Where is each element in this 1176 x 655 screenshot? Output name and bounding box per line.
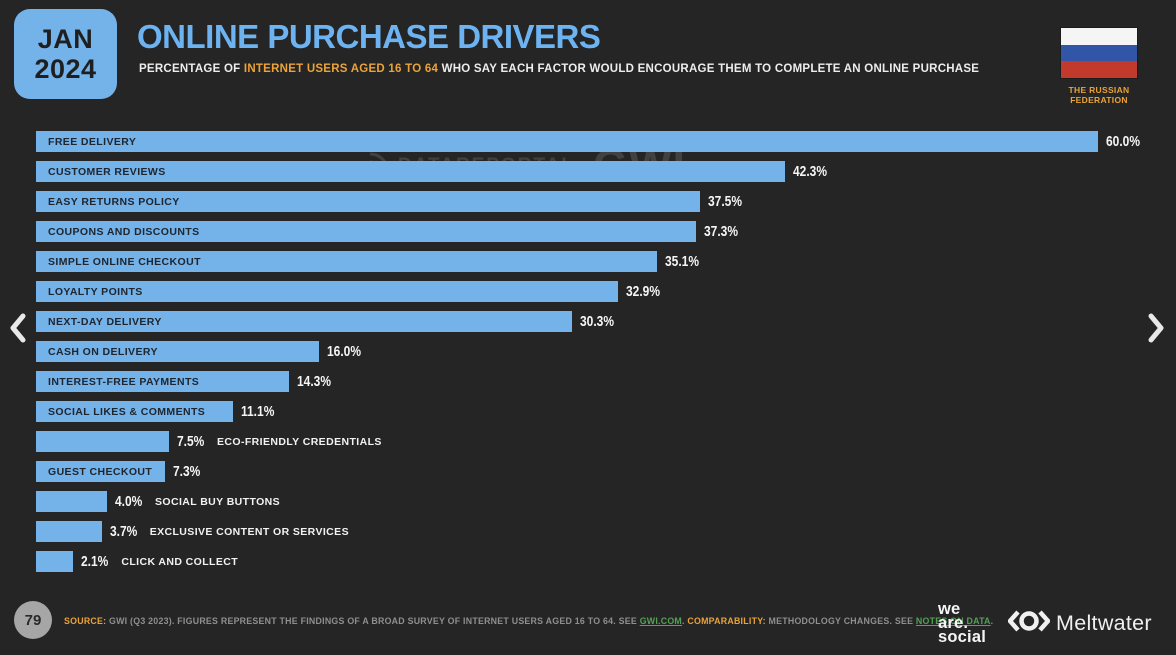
bar-row: LOYALTY POINTS 32.9% [36, 281, 1166, 302]
page-subtitle: PERCENTAGE OF INTERNET USERS AGED 16 TO … [139, 63, 1017, 75]
bar-row: 2.1% CLICK AND COLLECT [36, 551, 1166, 572]
bar-value-label: 11.1% [240, 403, 274, 420]
bar-value-label: 7.3% [173, 463, 201, 480]
subtitle-highlight: INTERNET USERS AGED 16 TO 64 [243, 63, 439, 75]
bar-cash-on-delivery[interactable]: CASH ON DELIVERY [36, 341, 320, 362]
bar-row: 7.5% ECO-FRIENDLY CREDENTIALS [36, 431, 1166, 452]
bar-value-label: 30.3% [580, 313, 615, 330]
bar-row: INTEREST-FREE PAYMENTS 14.3% [36, 371, 1166, 392]
country-label-line2: FEDERATION [1070, 95, 1128, 105]
bar-row: COUPONS AND DISCOUNTS 37.3% [36, 221, 1166, 242]
bar-social-likes-comments[interactable]: SOCIAL LIKES & COMMENTS [36, 401, 233, 422]
bar-row: 4.0% SOCIAL BUY BUTTONS [36, 491, 1166, 512]
flag-stripe-white [1061, 28, 1137, 45]
date-year: 2024 [34, 54, 97, 84]
subtitle-suffix: WHO SAY EACH FACTOR WOULD ENCOURAGE THEM… [438, 63, 980, 75]
bar-customer-reviews[interactable]: CUSTOMER REVIEWS [36, 161, 785, 182]
bar-category-label: SOCIAL LIKES & COMMENTS [48, 405, 206, 418]
source-label: SOURCE: [64, 616, 107, 626]
source-note: SOURCE: GWI (Q3 2023). FIGURES REPRESENT… [64, 615, 993, 627]
bar-category-label: SOCIAL BUY BUTTONS [155, 495, 281, 508]
country-label: THE RUSSIAN FEDERATION [1061, 85, 1137, 105]
bar-category-label: INTEREST-FREE PAYMENTS [48, 375, 200, 388]
bar-category-label: GUEST CHECKOUT [48, 465, 153, 478]
page-number: 79 [24, 611, 42, 629]
bar-row: GUEST CHECKOUT 7.3% [36, 461, 1166, 482]
bar-category-label: LOYALTY POINTS [48, 285, 143, 298]
bar-easy-returns-policy[interactable]: EASY RETURNS POLICY [36, 191, 700, 212]
page-number-badge: 79 [14, 601, 52, 639]
meltwater-logo: Meltwater [1007, 606, 1152, 640]
we-are-social-line3: social [938, 628, 986, 646]
bar-value-label: 32.9% [626, 283, 661, 300]
bar-category-label: CLICK AND COLLECT [121, 555, 239, 568]
title-block: ONLINE PURCHASE DRIVERS PERCENTAGE OF IN… [137, 18, 1017, 75]
bar-category-label: NEXT-DAY DELIVERY [48, 315, 162, 328]
next-slide-arrow-icon[interactable] [1146, 312, 1168, 344]
gwi-com-link[interactable]: GWI.COM [639, 616, 683, 626]
bar-free-delivery[interactable]: FREE DELIVERY [36, 131, 1098, 152]
bar-category-label: EASY RETURNS POLICY [48, 195, 180, 208]
bar-loyalty-points[interactable]: LOYALTY POINTS [36, 281, 619, 302]
bar-value-label: 14.3% [297, 373, 332, 390]
bar-row: CASH ON DELIVERY 16.0% [36, 341, 1166, 362]
source-text-4: . [990, 616, 994, 626]
bar-value-label: 37.5% [707, 193, 742, 210]
bar-row: 3.7% EXCLUSIVE CONTENT OR SERVICES [36, 521, 1166, 542]
russia-flag-image [1061, 28, 1137, 79]
bar-category-label: COUPONS AND DISCOUNTS [48, 225, 200, 238]
we-are-social-line1: we [938, 600, 961, 618]
flag-stripe-blue [1061, 44, 1137, 62]
subtitle-prefix: PERCENTAGE OF [139, 63, 244, 75]
bar-guest-checkout[interactable]: GUEST CHECKOUT [36, 461, 166, 482]
bar-exclusive-content-or-services[interactable] [36, 521, 102, 542]
previous-slide-arrow-icon[interactable] [8, 312, 30, 344]
meltwater-wordmark: Meltwater [1056, 610, 1152, 635]
date-month: JAN [37, 24, 94, 54]
page-title: ONLINE PURCHASE DRIVERS [137, 18, 601, 55]
bar-value-label: 7.5% [176, 433, 205, 450]
bar-value-label: 2.1% [81, 553, 109, 570]
bar-value-label: 42.3% [792, 163, 827, 180]
bar-value-label: 60.0% [1106, 133, 1141, 150]
bar-category-label: CASH ON DELIVERY [48, 345, 158, 358]
bar-row: SIMPLE ONLINE CHECKOUT 35.1% [36, 251, 1166, 272]
bar-category-label: ECO-FRIENDLY CREDENTIALS [217, 435, 382, 448]
bar-row: FREE DELIVERY 60.0% [36, 131, 1166, 152]
source-text-1: GWI (Q3 2023). FIGURES REPRESENT THE FIN… [106, 616, 640, 626]
bar-category-label: FREE DELIVERY [48, 135, 137, 148]
bar-eco-friendly-credentials[interactable] [36, 431, 169, 452]
bar-category-label: CUSTOMER REVIEWS [48, 165, 166, 178]
meltwater-eye-icon [1007, 608, 1051, 639]
bar-value-label: 37.3% [704, 223, 739, 240]
bar-click-and-collect[interactable] [36, 551, 74, 572]
bar-social-buy-buttons[interactable] [36, 491, 107, 512]
bar-interest-free-payments[interactable]: INTEREST-FREE PAYMENTS [36, 371, 290, 392]
bar-category-label: SIMPLE ONLINE CHECKOUT [48, 255, 201, 268]
bar-row: NEXT-DAY DELIVERY 30.3% [36, 311, 1166, 332]
bar-simple-online-checkout[interactable]: SIMPLE ONLINE CHECKOUT [36, 251, 658, 272]
bar-value-label: 4.0% [114, 493, 143, 510]
country-flag-block: THE RUSSIAN FEDERATION [1061, 28, 1137, 105]
bar-row: SOCIAL LIKES & COMMENTS 11.1% [36, 401, 1166, 422]
bar-row: EASY RETURNS POLICY 37.5% [36, 191, 1166, 212]
bar-category-label: EXCLUSIVE CONTENT OR SERVICES [149, 525, 349, 538]
date-badge: JAN 2024 [14, 9, 117, 99]
bar-value-label: 35.1% [665, 253, 700, 270]
we-are-social-logo: we are. social [938, 600, 986, 646]
bar-coupons-and-discounts[interactable]: COUPONS AND DISCOUNTS [36, 221, 697, 242]
notes-on-data-link[interactable]: NOTES ON DATA [915, 616, 991, 626]
bar-row: CUSTOMER REVIEWS 42.3% [36, 161, 1166, 182]
source-text-3: METHODOLOGY CHANGES. SEE [765, 616, 916, 626]
bar-value-label: 3.7% [109, 523, 137, 540]
country-label-line1: THE RUSSIAN [1068, 85, 1130, 95]
bar-value-label: 16.0% [327, 343, 362, 360]
flag-stripe-red [1061, 61, 1137, 79]
we-are-social-line2: are. [938, 614, 969, 632]
bar-next-day-delivery[interactable]: NEXT-DAY DELIVERY [36, 311, 573, 332]
comparability-label: COMPARABILITY: [687, 616, 766, 626]
bar-chart: FREE DELIVERY 60.0% CUSTOMER REVIEWS 42.3% E… [36, 131, 1166, 581]
source-text-2: . [682, 616, 688, 626]
